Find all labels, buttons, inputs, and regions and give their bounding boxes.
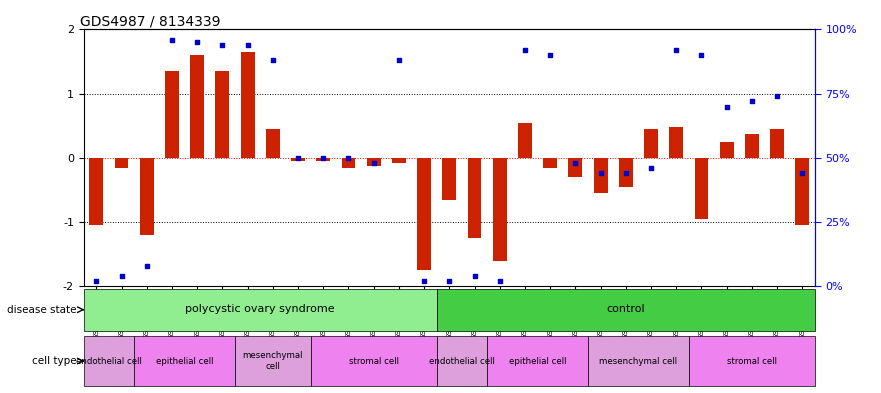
Point xyxy=(770,93,784,99)
Bar xyxy=(84,336,134,386)
Text: endothelial cell: endothelial cell xyxy=(429,356,495,365)
Bar xyxy=(437,289,815,331)
Bar xyxy=(492,158,507,261)
Bar xyxy=(140,158,153,235)
Bar xyxy=(235,336,311,386)
Bar xyxy=(316,158,330,161)
Bar xyxy=(241,52,255,158)
Text: control: control xyxy=(606,304,645,314)
Point xyxy=(694,52,708,58)
Point xyxy=(492,278,507,284)
Text: epithelial cell: epithelial cell xyxy=(156,356,213,365)
Bar xyxy=(487,336,588,386)
Point xyxy=(744,98,759,105)
Point xyxy=(594,170,608,176)
Point xyxy=(140,263,154,269)
Point xyxy=(266,57,280,63)
Bar xyxy=(745,134,759,158)
Point xyxy=(543,52,557,58)
Text: cell type: cell type xyxy=(32,356,77,366)
Text: disease state: disease state xyxy=(7,305,77,315)
Bar xyxy=(544,158,557,167)
Text: stromal cell: stromal cell xyxy=(727,356,777,365)
Bar xyxy=(342,158,355,167)
Point xyxy=(241,42,255,48)
Point xyxy=(89,278,103,284)
Text: stromal cell: stromal cell xyxy=(349,356,399,365)
Point xyxy=(720,103,734,110)
Point xyxy=(316,155,330,161)
Point xyxy=(568,160,582,166)
Text: endothelial cell: endothelial cell xyxy=(76,356,142,365)
Bar xyxy=(266,129,280,158)
Bar xyxy=(392,158,406,163)
Bar xyxy=(89,158,103,225)
Point xyxy=(796,170,810,176)
Bar xyxy=(468,158,481,238)
Bar xyxy=(796,158,810,225)
Point xyxy=(215,42,229,48)
Bar xyxy=(190,55,204,158)
Point xyxy=(342,155,356,161)
Point xyxy=(468,273,482,279)
Point xyxy=(392,57,406,63)
Bar xyxy=(165,71,179,158)
Bar xyxy=(518,123,532,158)
Bar xyxy=(694,158,708,219)
Text: polycystic ovary syndrome: polycystic ovary syndrome xyxy=(185,304,335,314)
Text: mesenchymal
cell: mesenchymal cell xyxy=(242,351,303,371)
Text: mesenchymal cell: mesenchymal cell xyxy=(599,356,677,365)
Point xyxy=(291,155,305,161)
Bar xyxy=(311,336,437,386)
Bar xyxy=(442,158,456,200)
Point xyxy=(442,278,456,284)
Bar xyxy=(134,336,235,386)
Bar xyxy=(568,158,582,177)
Point xyxy=(190,39,204,46)
Bar xyxy=(437,336,487,386)
Bar xyxy=(84,289,437,331)
Point xyxy=(366,160,381,166)
Bar xyxy=(594,158,608,193)
Point xyxy=(618,170,633,176)
Bar xyxy=(366,158,381,165)
Bar xyxy=(644,129,658,158)
Bar xyxy=(291,158,305,161)
Point xyxy=(115,273,129,279)
Bar xyxy=(770,129,784,158)
Point xyxy=(518,47,532,53)
Point xyxy=(417,278,431,284)
Bar xyxy=(418,158,431,270)
Text: GDS4987 / 8134339: GDS4987 / 8134339 xyxy=(80,14,220,28)
Point xyxy=(165,37,179,43)
Point xyxy=(670,47,684,53)
Bar xyxy=(720,142,734,158)
Bar xyxy=(689,336,815,386)
Bar xyxy=(216,71,229,158)
Point xyxy=(644,165,658,171)
Bar xyxy=(588,336,689,386)
Bar xyxy=(115,158,129,167)
Bar xyxy=(618,158,633,187)
Bar xyxy=(670,127,683,158)
Text: epithelial cell: epithelial cell xyxy=(509,356,566,365)
